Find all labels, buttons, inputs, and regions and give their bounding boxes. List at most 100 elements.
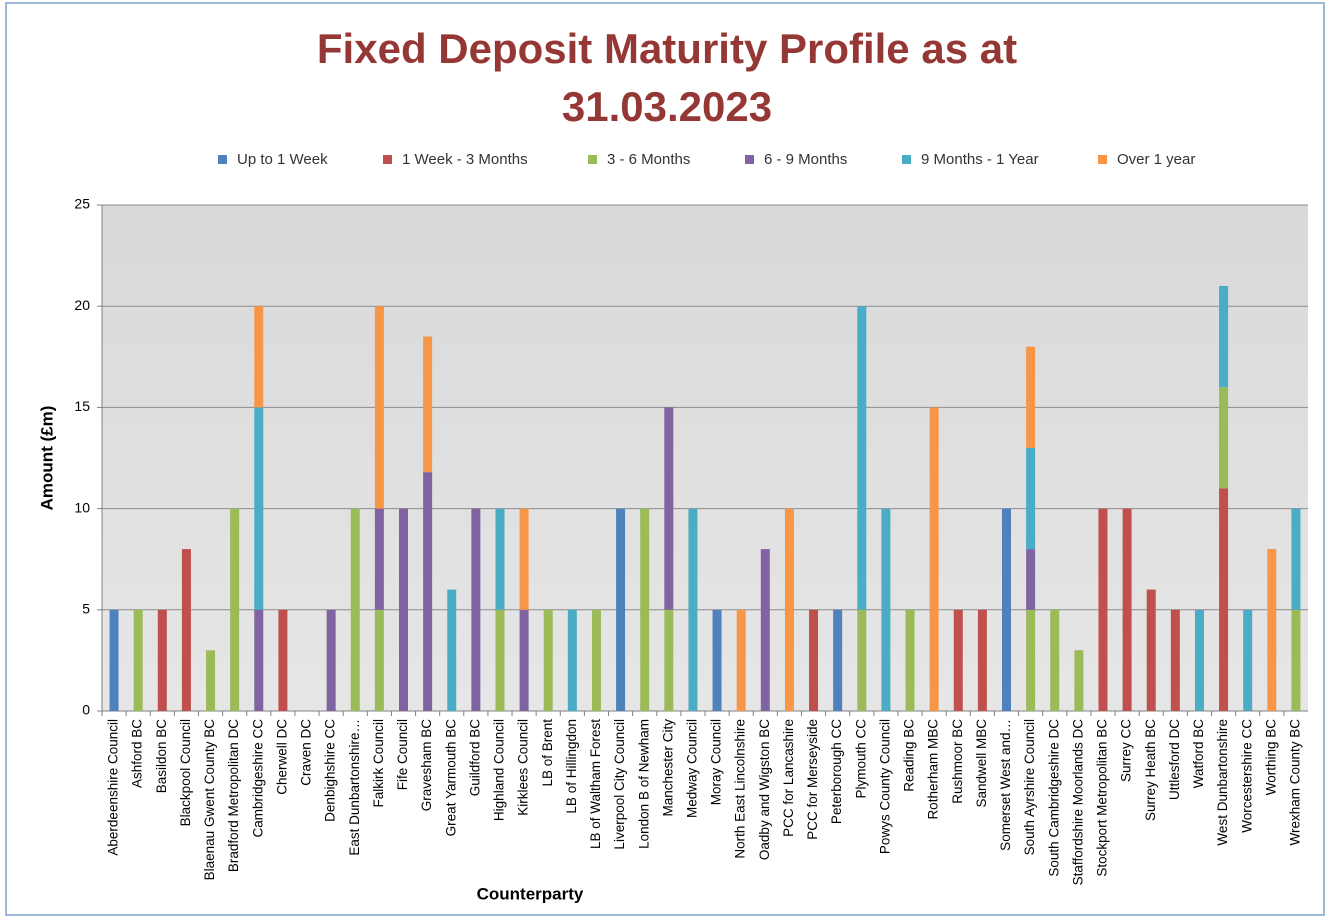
x-tick-label: Moray Council: [709, 719, 724, 805]
bar-segment: [1026, 447, 1036, 550]
bar-segment: [181, 549, 191, 711]
bar-segment: [1122, 508, 1132, 711]
bar-segment: [254, 306, 264, 408]
x-tick-label: Great Yarmouth BC: [443, 719, 458, 837]
bar-segment: [254, 407, 264, 610]
bar-segment: [109, 609, 119, 711]
x-tick-label: PCC for Lancashire: [781, 719, 796, 837]
bar-segment: [640, 508, 650, 711]
legend-label: 1 Week - 3 Months: [402, 151, 528, 168]
bar-segment: [519, 609, 529, 711]
bar-segment: [1050, 609, 1060, 711]
bar-segment: [1026, 609, 1036, 711]
y-tick-label: 0: [82, 702, 90, 718]
y-tick-label: 5: [82, 601, 90, 617]
bar-segment: [471, 508, 481, 711]
bar-segment: [423, 472, 433, 711]
x-tick-label: Worthing BC: [1263, 719, 1278, 796]
x-tick-label: Falkirk Council: [371, 719, 386, 808]
legend-label: Over 1 year: [1117, 151, 1195, 168]
bar-segment: [1002, 508, 1011, 711]
x-tick-label: LB of Brent: [540, 719, 555, 787]
x-tick-label: Ashford BC: [130, 719, 145, 788]
legend-label: Up to 1 Week: [237, 151, 328, 168]
bar-segment: [206, 650, 216, 711]
bar-segment: [905, 609, 915, 711]
x-tick-label: Denbighshire CC: [323, 719, 338, 822]
x-tick-label: Plymouth CC: [853, 719, 868, 799]
legend-swatch: [383, 155, 392, 164]
x-tick-label: Guildford BC: [467, 719, 482, 797]
bar-segment: [495, 609, 505, 711]
x-tick-label: London B of Newham: [636, 719, 651, 849]
x-tick-label: Powys County Council: [877, 719, 892, 854]
bar-segment: [784, 508, 794, 711]
legend-swatch: [902, 155, 911, 164]
y-tick-label: 15: [74, 398, 90, 414]
x-tick-label: Craven DC: [299, 719, 314, 786]
bar-segment: [1098, 508, 1108, 711]
x-tick-label: Cambridgeshire CC: [250, 719, 265, 838]
x-tick-label: Reading BC: [902, 719, 917, 792]
x-tick-label: Cherwell DC: [274, 719, 289, 795]
x-tick-label: Oadby and Wigston BC: [757, 719, 772, 860]
bar-segment: [1194, 609, 1204, 711]
bar-segment: [1219, 387, 1229, 489]
x-tick-label: Staffordshire Moorlands DC: [1070, 719, 1085, 886]
bar-segment: [519, 508, 529, 610]
x-tick-label: Wrexham County BC: [1288, 719, 1303, 846]
x-tick-label: Stockport Metropolitan BC: [1095, 719, 1110, 877]
bar-segment: [1026, 346, 1036, 448]
bar-segment: [857, 306, 867, 610]
x-tick-label: Liverpool City Council: [612, 719, 627, 850]
bar-segment: [254, 609, 264, 711]
x-tick-label: Fife Council: [395, 719, 410, 790]
x-tick-label: Aberdeenshire Council: [106, 719, 121, 856]
bar-segment: [664, 407, 674, 610]
legend-label: 6 - 9 Months: [764, 151, 847, 168]
bar-segment: [881, 508, 891, 711]
bar-segment: [1219, 285, 1229, 388]
x-tick-label: West Dunbartonshire: [1215, 719, 1230, 846]
x-tick-label: Bradford Metropolitan DC: [226, 719, 241, 872]
x-axis-label: Counterparty: [477, 884, 584, 903]
x-tick-label: Blaenau Gwent County BC: [202, 719, 217, 881]
bar-segment: [1243, 609, 1253, 711]
bar-segment: [1267, 549, 1277, 711]
bar-segment: [374, 306, 384, 509]
bar-segment: [423, 336, 433, 473]
chart-title: Fixed Deposit Maturity Profile as at: [317, 25, 1017, 72]
bar-segment: [374, 609, 384, 711]
bar-segment: [567, 609, 577, 711]
bar-segment: [1291, 508, 1301, 610]
chart-title: 31.03.2023: [562, 83, 772, 130]
bar-segment: [1170, 609, 1180, 711]
bar-segment: [833, 609, 843, 711]
bar-segment: [591, 609, 601, 711]
bar-segment: [230, 508, 240, 711]
x-tick-label: Rotherham MBC: [926, 719, 941, 820]
bar-segment: [447, 589, 457, 711]
x-tick-label: North East Lincolnshire: [733, 719, 748, 859]
x-tick-label: Manchester City: [660, 719, 675, 817]
x-tick-label: Highland Council: [492, 719, 507, 821]
x-tick-label: Surrey Heath BC: [1143, 719, 1158, 821]
legend-label: 3 - 6 Months: [607, 151, 690, 168]
bar-segment: [664, 609, 674, 711]
bar-segment: [326, 609, 336, 711]
bar-segment: [1026, 549, 1036, 610]
x-tick-label: Peterborough CC: [829, 719, 844, 824]
bar-segment: [977, 609, 987, 711]
x-tick-label: South Cambridgeshire DC: [1046, 719, 1061, 877]
legend-swatch: [218, 155, 227, 164]
x-tick-label: Kirklees Council: [516, 719, 531, 816]
x-tick-label: Somerset West and…: [998, 719, 1013, 851]
bar-segment: [736, 609, 746, 711]
x-tick-label: Rushmoor BC: [950, 719, 965, 804]
legend-swatch: [588, 155, 597, 164]
bar-segment: [374, 508, 384, 610]
bar-segment: [495, 508, 505, 610]
bar-segment: [760, 549, 770, 711]
bar-segment: [953, 609, 963, 711]
